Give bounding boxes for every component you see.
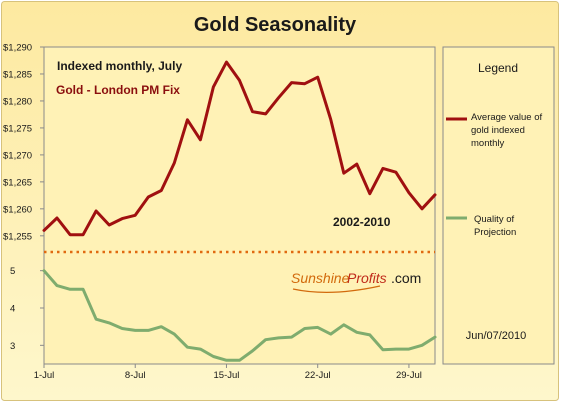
y-tick-label-gold: $1,275 [3, 123, 32, 134]
y-tick-label-quality: 5 [10, 266, 15, 277]
legend-box [442, 46, 555, 365]
x-tick-label: 22-Jul [305, 370, 331, 381]
y-tick-label-gold: $1,280 [3, 96, 32, 107]
x-tick-label: 8-Jul [125, 370, 146, 381]
date-label: Jun/07/2010 [466, 330, 527, 342]
gold-price-line [42, 60, 437, 237]
y-tick-label-gold: $1,290 [3, 43, 32, 54]
y-tick-label-quality: 4 [10, 304, 15, 315]
x-tick-label: 29-Jul [396, 370, 422, 381]
y-tick-label-quality: 3 [10, 341, 15, 352]
legend-title: Legend [478, 61, 518, 75]
y-tick-label-gold: $1,260 [3, 204, 32, 215]
svg-text:Profits: Profits [347, 270, 387, 286]
y-tick-label-gold: $1,270 [3, 150, 32, 161]
chart-title: Gold Seasonality [194, 14, 357, 36]
x-tick-label: 15-Jul [214, 370, 240, 381]
plot-area [43, 46, 436, 365]
x-tick-label: 1-Jul [34, 370, 55, 381]
legend-label-gold: Average value of gold indexed monthly [471, 112, 545, 149]
y-tick-label-gold: $1,265 [3, 177, 32, 188]
quality-of-projection-line [42, 269, 437, 362]
legend-label-quality: Quality of Projection [474, 214, 517, 238]
sunshine-profits-logo: Sunshine Profits .com [291, 270, 421, 294]
y-tick-label-gold: $1,285 [3, 69, 32, 80]
subtitle-label: Indexed monthly, July [57, 59, 182, 73]
period-label: 2002-2010 [333, 215, 391, 229]
series-label: Gold - London PM Fix [56, 83, 180, 97]
y-tick-label-gold: $1,255 [3, 231, 32, 242]
svg-text:Sunshine: Sunshine [291, 270, 350, 286]
svg-text:.com: .com [391, 270, 421, 286]
